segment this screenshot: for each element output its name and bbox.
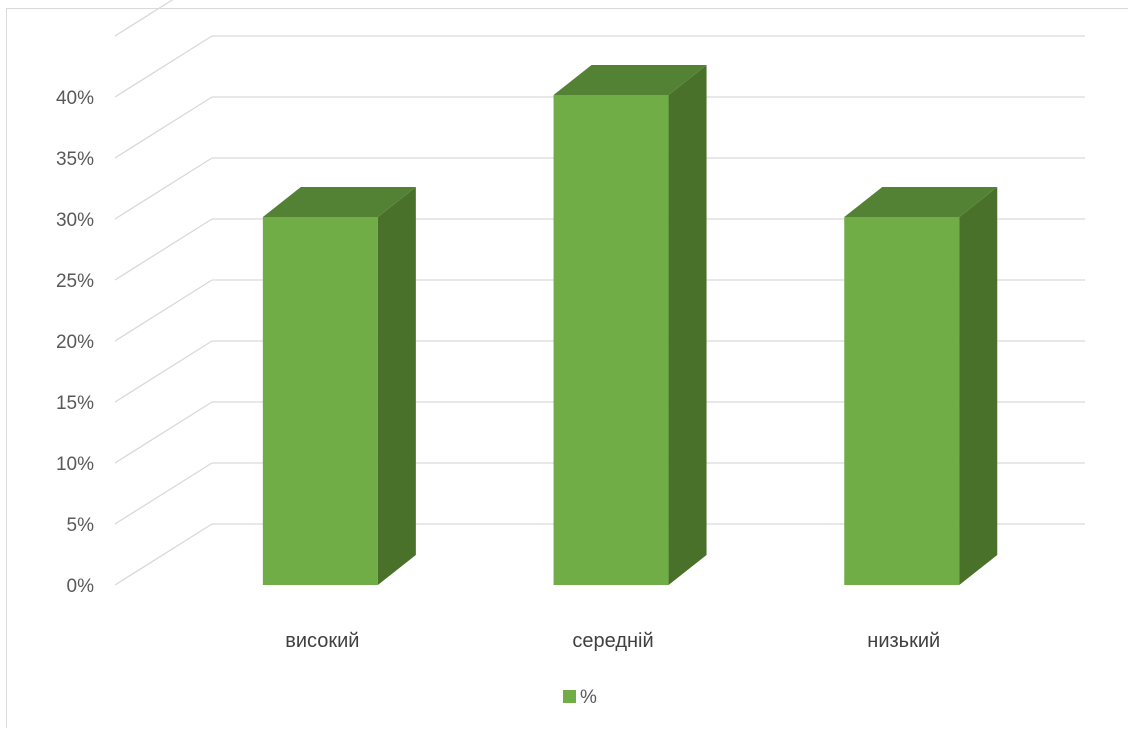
gridline-side [114,218,213,281]
category-label: низький [867,630,940,652]
category-label: високий [285,630,359,652]
bar-top [844,187,998,217]
gridline-side [114,35,213,98]
y-tick-label: 15% [56,393,94,414]
y-tick-label: 30% [56,210,94,231]
y-tick-label: 25% [56,271,94,292]
gridline-side [114,279,213,342]
gridline-side [114,523,213,586]
gridline-side [114,157,213,220]
legend-label: % [580,687,597,708]
gridline-side [114,401,213,464]
y-tick-label: 40% [56,88,94,109]
bar-top [262,187,416,217]
x-axis-categories: високий середній низький [285,630,940,652]
y-tick-label: 0% [67,576,95,597]
legend-swatch [563,690,576,703]
bar [553,65,707,585]
bar [844,187,998,585]
y-tick-label: 10% [56,454,94,475]
y-axis-ticks: 0% 5% 10% 15% 20% 25% 30% 35% 40% [56,88,94,597]
gridline-side [114,340,213,403]
y-tick-label: 5% [67,515,95,536]
bar-side [377,187,416,585]
bar-side [959,187,998,585]
y-tick-label: 35% [56,149,94,170]
chart-frame [6,8,1128,728]
gridline-side [114,96,213,159]
bar-front [844,217,960,585]
gridline-side [114,462,213,525]
bar [262,187,416,585]
bar-top [553,65,707,95]
bars [262,65,998,585]
legend: % [563,687,597,708]
y-tick-label: 20% [56,332,94,353]
bar-side [668,65,707,585]
bar-front [262,217,378,585]
category-label: середній [572,630,653,652]
bar-front [553,95,669,585]
gridline-side [114,0,174,37]
